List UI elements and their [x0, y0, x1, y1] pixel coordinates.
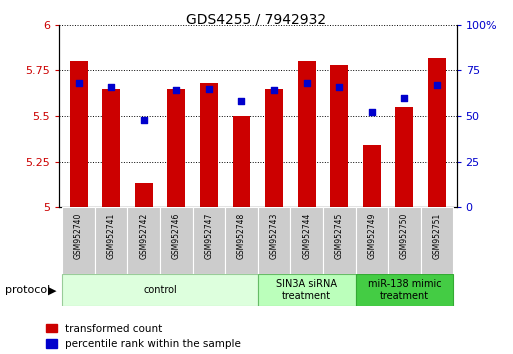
Bar	[421, 207, 453, 274]
Bar	[356, 274, 453, 306]
Bar	[363, 145, 381, 207]
Bar	[135, 183, 153, 207]
Text: GSM952751: GSM952751	[432, 212, 442, 259]
Bar	[167, 88, 185, 207]
Bar	[396, 107, 413, 207]
Bar	[192, 207, 225, 274]
Bar	[70, 61, 88, 207]
Text: GDS4255 / 7942932: GDS4255 / 7942932	[186, 12, 327, 27]
Legend: transformed count, percentile rank within the sample: transformed count, percentile rank withi…	[46, 324, 241, 349]
Bar	[225, 207, 258, 274]
Text: GSM952742: GSM952742	[139, 212, 148, 259]
Point	[433, 82, 441, 88]
Point	[335, 84, 343, 90]
Bar	[62, 274, 258, 306]
Bar	[160, 207, 192, 274]
Text: GSM952750: GSM952750	[400, 212, 409, 259]
Text: GSM952743: GSM952743	[269, 212, 279, 259]
Bar	[62, 207, 95, 274]
Point	[205, 86, 213, 91]
Text: control: control	[143, 285, 177, 295]
Bar	[356, 207, 388, 274]
Text: GSM952740: GSM952740	[74, 212, 83, 259]
Bar	[428, 58, 446, 207]
Text: GSM952747: GSM952747	[204, 212, 213, 259]
Bar	[258, 207, 290, 274]
Text: GSM952748: GSM952748	[237, 212, 246, 259]
Bar	[323, 207, 356, 274]
Point	[74, 80, 83, 86]
Point	[172, 87, 181, 93]
Text: protocol: protocol	[5, 285, 50, 295]
Text: GSM952749: GSM952749	[367, 212, 377, 259]
Bar	[265, 88, 283, 207]
Text: GSM952745: GSM952745	[335, 212, 344, 259]
Point	[368, 109, 376, 115]
Bar	[330, 65, 348, 207]
Point	[140, 117, 148, 122]
Bar	[200, 83, 218, 207]
Bar	[290, 207, 323, 274]
Bar	[127, 207, 160, 274]
Point	[107, 84, 115, 90]
Point	[400, 95, 408, 101]
Text: GSM952741: GSM952741	[107, 212, 115, 259]
Text: miR-138 mimic
treatment: miR-138 mimic treatment	[368, 279, 441, 301]
Text: GSM952744: GSM952744	[302, 212, 311, 259]
Bar	[95, 207, 127, 274]
Bar	[258, 274, 356, 306]
Bar	[102, 88, 120, 207]
Text: GSM952746: GSM952746	[172, 212, 181, 259]
Bar	[298, 61, 315, 207]
Text: SIN3A siRNA
treatment: SIN3A siRNA treatment	[276, 279, 337, 301]
Point	[303, 80, 311, 86]
Bar	[388, 207, 421, 274]
Text: ▶: ▶	[48, 285, 56, 295]
Bar	[232, 116, 250, 207]
Point	[238, 98, 246, 104]
Point	[270, 87, 278, 93]
